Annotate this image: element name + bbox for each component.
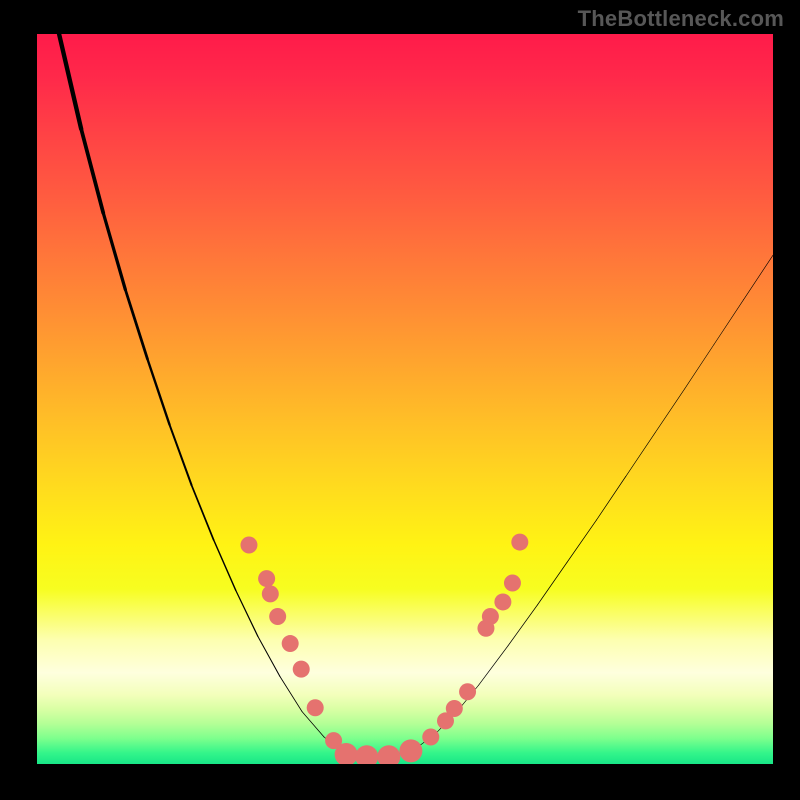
plot-area <box>37 34 773 764</box>
data-dot <box>293 661 310 678</box>
data-dot <box>494 593 511 610</box>
data-dot <box>459 683 476 700</box>
data-dot <box>377 745 400 764</box>
data-dot <box>258 570 275 587</box>
data-dot <box>511 534 528 551</box>
data-dot <box>399 739 422 762</box>
data-dot <box>269 608 286 625</box>
data-dot <box>355 745 378 764</box>
data-dot <box>307 699 324 716</box>
watermark-text: TheBottleneck.com <box>578 6 784 32</box>
data-dot <box>282 635 299 652</box>
data-dot <box>262 585 279 602</box>
data-dots <box>37 34 773 764</box>
data-dot <box>446 700 463 717</box>
data-dot <box>482 608 499 625</box>
data-dot <box>504 574 521 591</box>
data-dot <box>240 537 257 554</box>
data-dot <box>422 728 439 745</box>
